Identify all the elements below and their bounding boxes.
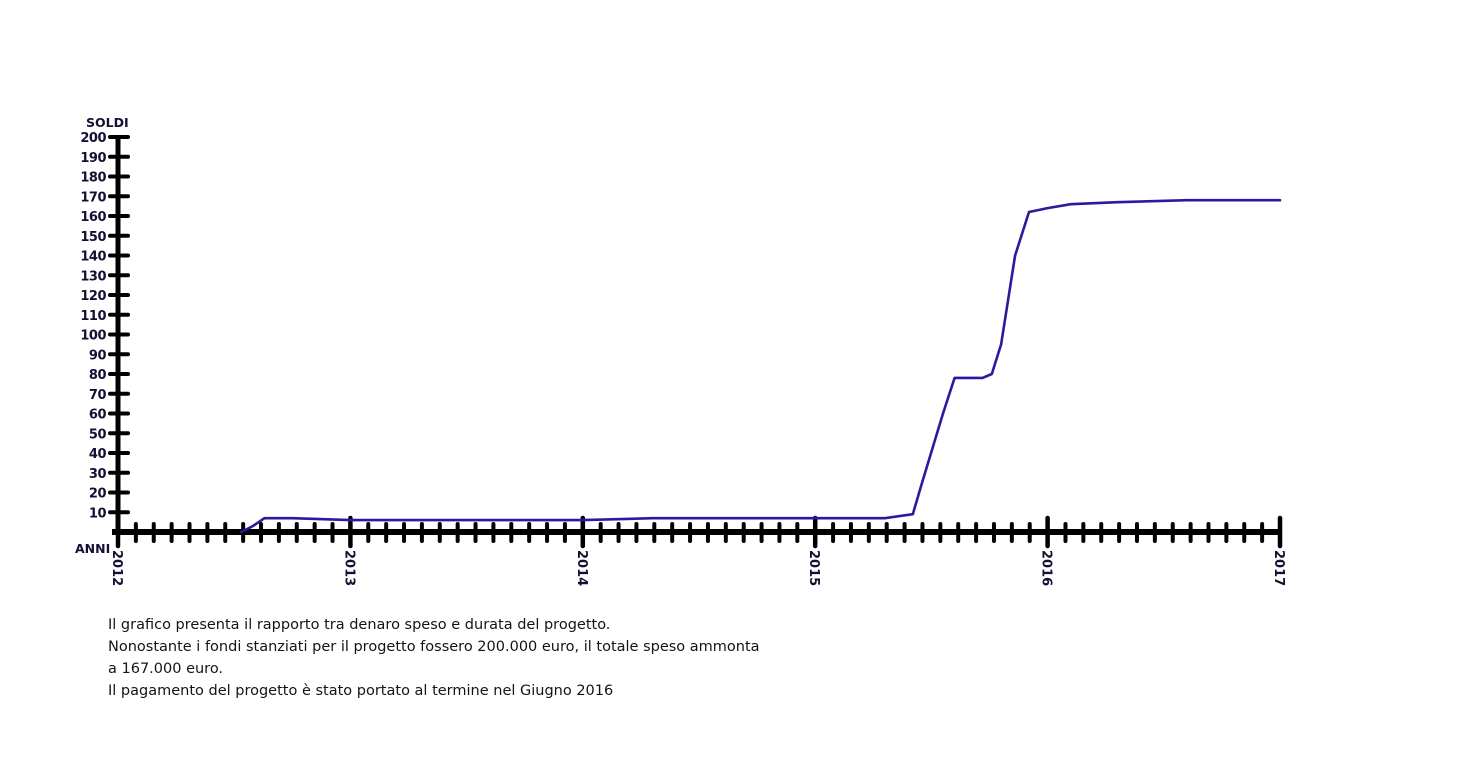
x-tick-label: 2013 <box>341 550 356 586</box>
y-tick-label: 70 <box>89 388 107 403</box>
chart-caption: Il grafico presenta il rapporto tra dena… <box>108 614 1008 702</box>
caption-line-1: Il grafico presenta il rapporto tra dena… <box>108 617 611 633</box>
x-axis: 2012 2013 2014 2015 2016 2017 <box>109 515 1286 586</box>
y-tick-label: 40 <box>89 447 107 462</box>
series-line <box>239 198 1282 534</box>
x-tick-label: 2017 <box>1271 550 1286 586</box>
y-tick-label: 140 <box>80 250 106 265</box>
y-tick-label: 120 <box>80 289 106 304</box>
y-tick-label: 170 <box>80 190 106 205</box>
y-tick-label: 150 <box>80 230 106 245</box>
y-tick-label: 10 <box>89 506 107 521</box>
x-tick-label: 2015 <box>806 550 821 586</box>
y-tick-label: 90 <box>89 348 107 363</box>
y-tick-label: 50 <box>89 427 107 442</box>
y-axis-label: SOLDI <box>86 115 129 130</box>
y-tick-label: 130 <box>80 269 106 284</box>
y-tick-label: 20 <box>89 487 107 502</box>
x-tick-label: 2014 <box>574 550 589 586</box>
x-tick-label: 2012 <box>109 550 124 586</box>
y-tick-label: 80 <box>89 368 107 383</box>
x-axis-label: ANNI <box>75 541 110 556</box>
caption-line-3: a 167.000 euro. <box>108 661 224 677</box>
y-tick-label: 110 <box>80 309 106 324</box>
y-tick-label: 180 <box>80 171 106 186</box>
y-tick-label: 200 <box>80 131 106 146</box>
caption-line-2: Nonostante i fondi stanziati per il prog… <box>108 639 760 655</box>
y-tick-label: 60 <box>89 408 107 423</box>
y-axis: 10 20 30 40 50 60 70 80 90 100 110 120 130 140 150 160 1… <box>80 131 130 534</box>
series-group <box>239 198 1282 534</box>
y-tick-label: 30 <box>89 467 107 482</box>
y-tick-label: 100 <box>80 329 106 344</box>
y-tick-label: 190 <box>80 151 106 166</box>
y-tick-label: 160 <box>80 210 106 225</box>
caption-line-4: Il pagamento del progetto è stato portat… <box>108 683 614 699</box>
x-tick-label: 2016 <box>1039 550 1054 586</box>
